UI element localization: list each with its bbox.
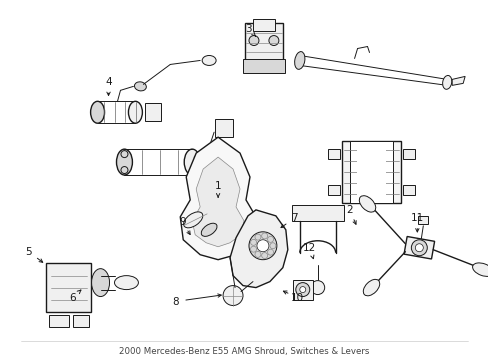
Circle shape <box>267 249 273 255</box>
Bar <box>327 149 339 159</box>
Bar <box>356 147 386 197</box>
Polygon shape <box>180 137 255 260</box>
Bar <box>73 315 88 328</box>
Ellipse shape <box>128 101 142 123</box>
Ellipse shape <box>442 76 451 89</box>
Ellipse shape <box>114 276 138 289</box>
Circle shape <box>250 239 256 245</box>
Circle shape <box>299 287 305 293</box>
Ellipse shape <box>91 269 109 297</box>
Circle shape <box>223 285 243 306</box>
Bar <box>403 149 414 159</box>
Text: 5: 5 <box>25 247 32 257</box>
Text: 2: 2 <box>346 205 352 215</box>
Text: 4: 4 <box>105 77 112 87</box>
Bar <box>327 185 339 195</box>
Bar <box>49 315 68 328</box>
Circle shape <box>269 243 275 249</box>
Bar <box>403 185 414 195</box>
Ellipse shape <box>90 101 104 123</box>
Circle shape <box>121 167 128 174</box>
Bar <box>417 216 427 224</box>
Ellipse shape <box>294 51 305 69</box>
Bar <box>341 141 401 203</box>
Text: 8: 8 <box>172 297 178 306</box>
Circle shape <box>414 244 423 252</box>
Bar <box>215 119 233 137</box>
Text: 2000 Mercedes-Benz E55 AMG Shroud, Switches & Levers: 2000 Mercedes-Benz E55 AMG Shroud, Switc… <box>119 347 369 356</box>
Ellipse shape <box>183 212 203 228</box>
Circle shape <box>261 253 267 258</box>
Ellipse shape <box>363 279 379 296</box>
Circle shape <box>261 233 267 239</box>
Text: 3: 3 <box>244 24 251 33</box>
Bar <box>403 237 434 259</box>
Bar <box>244 23 282 67</box>
Ellipse shape <box>471 263 488 276</box>
Text: 11: 11 <box>410 213 423 223</box>
Circle shape <box>250 246 256 252</box>
Circle shape <box>310 280 324 294</box>
Circle shape <box>410 240 427 256</box>
Bar <box>252 19 274 31</box>
Ellipse shape <box>202 55 216 66</box>
Text: 1: 1 <box>214 181 221 191</box>
Circle shape <box>254 251 261 257</box>
Ellipse shape <box>359 196 375 212</box>
Bar <box>46 263 91 312</box>
Text: 9: 9 <box>179 217 185 227</box>
Circle shape <box>248 232 276 260</box>
Polygon shape <box>192 157 244 247</box>
Text: 12: 12 <box>303 243 316 253</box>
Circle shape <box>267 237 273 242</box>
Ellipse shape <box>116 149 132 175</box>
Text: 6: 6 <box>69 293 76 302</box>
Bar <box>243 59 285 73</box>
Circle shape <box>254 234 261 240</box>
Circle shape <box>256 240 268 252</box>
Ellipse shape <box>201 223 217 237</box>
Bar <box>292 280 312 300</box>
Circle shape <box>295 283 309 297</box>
Polygon shape <box>229 210 287 288</box>
Text: 7: 7 <box>291 213 298 223</box>
Bar <box>145 103 161 121</box>
Text: 10: 10 <box>291 293 304 302</box>
Bar <box>349 141 393 203</box>
Polygon shape <box>451 76 464 85</box>
Circle shape <box>268 36 278 45</box>
Ellipse shape <box>184 149 200 175</box>
Circle shape <box>121 150 128 158</box>
Bar <box>291 205 343 221</box>
Circle shape <box>248 36 259 45</box>
Ellipse shape <box>134 82 146 91</box>
